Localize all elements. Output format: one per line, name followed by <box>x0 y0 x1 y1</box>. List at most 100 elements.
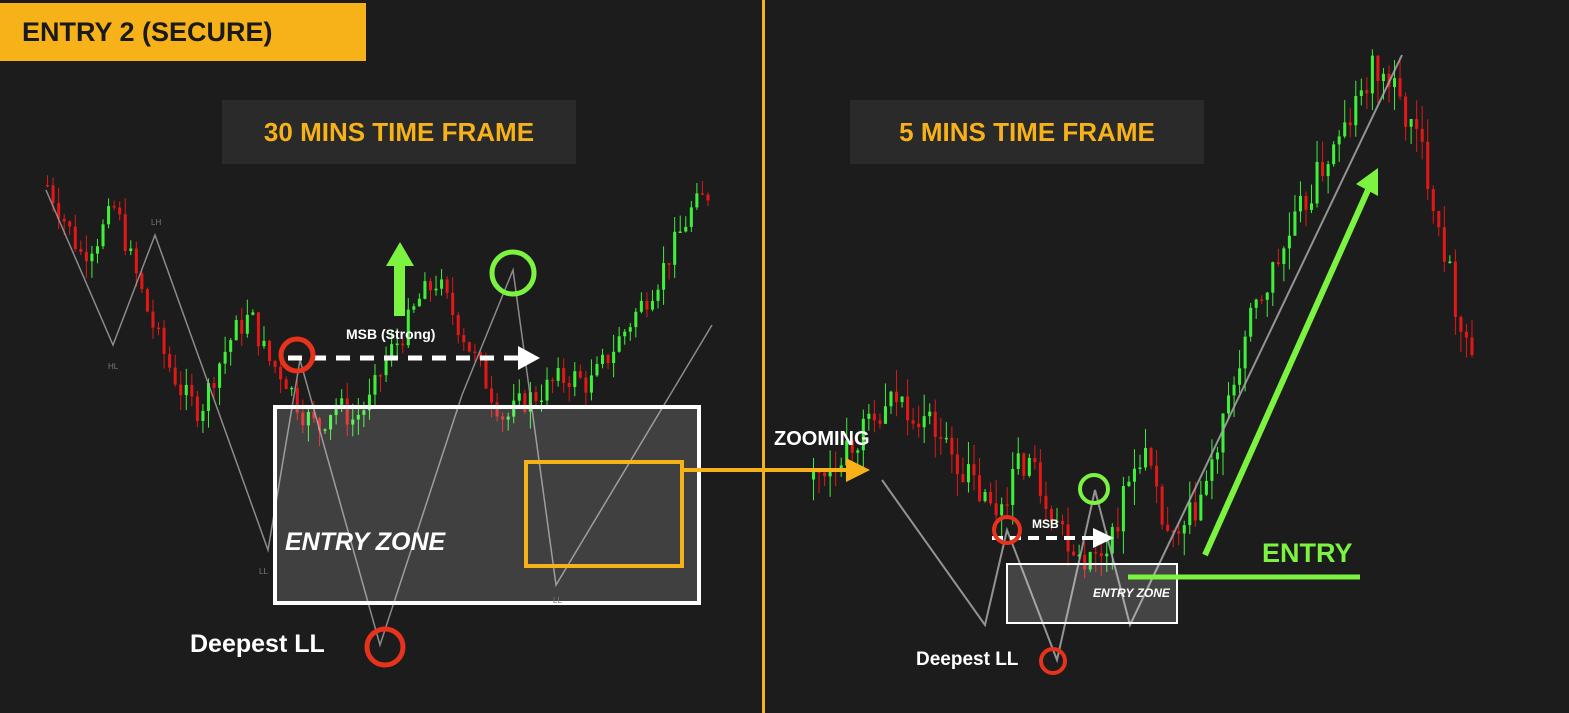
candle-body <box>1166 524 1170 531</box>
zoom-arrow-head <box>846 458 870 482</box>
zigzag-line-right <box>881 54 1403 664</box>
title-badge: ENTRY 2 (SECURE) <box>0 3 366 61</box>
entry-zone-box-right <box>1006 563 1178 624</box>
entry-zone-label: ENTRY ZONE <box>285 528 446 556</box>
panel-divider <box>762 0 765 713</box>
candle-body <box>994 503 998 516</box>
candle-body <box>534 392 538 402</box>
candle-body <box>234 320 238 341</box>
candle-body <box>1453 261 1457 317</box>
candle-body <box>517 393 521 401</box>
candle-body <box>195 396 199 421</box>
candle-body <box>506 416 510 420</box>
candle-body <box>206 383 211 411</box>
zigzag-line-left <box>45 189 713 648</box>
candle-body <box>972 464 976 476</box>
candle-body <box>889 391 893 407</box>
candle-body <box>634 311 638 328</box>
candle-body <box>656 289 660 301</box>
candle-body <box>551 379 555 382</box>
candle-body <box>440 279 444 289</box>
candle-body <box>911 420 915 424</box>
timeframe-label-left: 30 MINS TIME FRAME <box>222 100 576 164</box>
entry-label: ENTRY <box>1262 538 1353 568</box>
candle-body <box>390 344 394 358</box>
candle-body <box>223 351 227 364</box>
candle-body <box>1287 235 1291 249</box>
candle-body <box>1442 227 1446 262</box>
candle-body <box>895 391 899 403</box>
candle-body <box>162 327 166 354</box>
candle-body <box>1315 161 1319 204</box>
swing-label-ll-2: LL <box>553 596 562 605</box>
candle-body <box>279 366 283 380</box>
candle-body <box>373 375 377 395</box>
candle-body <box>490 388 494 403</box>
candle-body <box>151 311 155 328</box>
candle-body <box>1221 413 1225 453</box>
candle-body <box>595 363 599 376</box>
candle-body <box>1182 525 1186 534</box>
candle-body <box>906 396 910 421</box>
entry-zone-box-left <box>273 405 701 605</box>
swing-label-lh: LH <box>151 218 162 227</box>
candle-body <box>1155 465 1159 487</box>
deepest-ll-circle-right <box>1039 647 1067 675</box>
msb-level-circle <box>278 336 316 374</box>
candle-body <box>823 472 827 477</box>
candle-body <box>68 221 72 227</box>
candle-body <box>1343 122 1347 137</box>
msb-strong-label: MSB (Strong) <box>346 326 436 342</box>
candle-body <box>689 207 693 227</box>
candle-body <box>678 231 682 233</box>
candle-body <box>1354 96 1358 126</box>
candle-body <box>423 281 427 299</box>
candle-body <box>356 414 360 420</box>
candle-body <box>412 306 416 310</box>
candle-body <box>662 263 666 290</box>
candle-body <box>1238 368 1242 385</box>
candle-body <box>667 263 671 265</box>
candle-body <box>73 226 77 249</box>
candle-body <box>317 418 322 431</box>
candle-body <box>1011 468 1015 505</box>
candle-body <box>1293 211 1297 236</box>
candle-body <box>1227 395 1231 414</box>
candle-body <box>201 410 205 421</box>
candle-body <box>939 436 943 439</box>
candle-body <box>1038 462 1042 496</box>
candle-body <box>1116 527 1120 532</box>
candle-body <box>673 231 677 265</box>
candle-body <box>268 340 272 362</box>
candle-body <box>617 336 621 352</box>
candle-body <box>1276 262 1280 265</box>
candle-body <box>828 468 832 477</box>
candle-body <box>57 203 61 219</box>
candle-body <box>1426 141 1430 190</box>
candle-body <box>1193 502 1197 521</box>
candle-body <box>212 383 216 388</box>
candle-body <box>90 253 94 262</box>
candle-body <box>839 465 843 470</box>
candle-body <box>1188 502 1192 526</box>
candle-body <box>451 292 455 316</box>
candle-body <box>1033 457 1037 463</box>
candle-body <box>1232 384 1236 396</box>
candle-body <box>145 289 149 312</box>
candle-body <box>1398 78 1402 97</box>
candle-body <box>501 416 505 420</box>
candle-body <box>950 437 954 455</box>
candle-body <box>878 420 882 424</box>
overlays <box>45 54 1403 675</box>
candle-body <box>639 300 643 312</box>
candle-body <box>312 411 316 419</box>
candle-body <box>1061 521 1065 525</box>
candle-body <box>606 354 610 364</box>
candle-body <box>601 354 605 364</box>
candle-body <box>1271 262 1275 293</box>
candle-body <box>867 413 871 419</box>
candle-body <box>900 396 904 403</box>
candle-body <box>1404 96 1408 127</box>
candle-body <box>1376 55 1380 82</box>
